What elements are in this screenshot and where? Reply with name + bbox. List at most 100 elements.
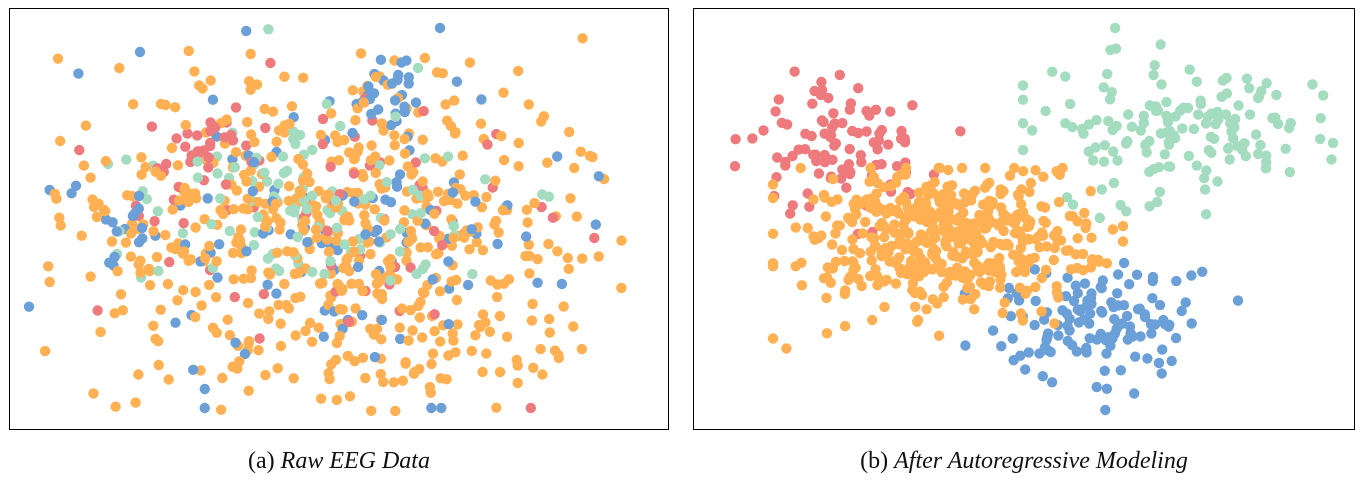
point-blue — [352, 261, 364, 273]
point-orange — [957, 272, 968, 283]
point-green — [1315, 113, 1326, 124]
point-orange — [544, 313, 555, 325]
point-blue — [1106, 297, 1117, 308]
point-orange — [936, 266, 947, 278]
point-blue — [1159, 318, 1171, 330]
point-orange — [179, 182, 190, 194]
point-green — [1040, 105, 1051, 117]
point-orange — [899, 227, 910, 239]
point-green — [1284, 166, 1295, 178]
point-orange — [460, 190, 471, 201]
point-blue — [532, 277, 543, 288]
point-blue — [1030, 295, 1041, 307]
point-orange — [821, 292, 832, 304]
point-orange — [189, 66, 200, 77]
point-orange — [847, 234, 858, 245]
point-orange — [163, 374, 174, 385]
point-orange — [136, 152, 147, 163]
point-orange — [1018, 166, 1029, 177]
point-orange — [942, 181, 953, 192]
point-orange — [441, 374, 452, 385]
point-orange — [130, 397, 141, 408]
point-blue — [403, 78, 414, 89]
point-green — [1191, 160, 1202, 171]
point-green — [1017, 118, 1029, 129]
point-blue — [1003, 282, 1015, 294]
point-orange — [419, 52, 431, 64]
point-blue — [1037, 371, 1048, 382]
point-red — [317, 113, 329, 125]
point-orange — [76, 230, 87, 241]
point-orange — [1012, 189, 1024, 200]
point-orange — [403, 236, 414, 248]
point-orange — [422, 242, 433, 253]
point-green — [1253, 148, 1264, 160]
point-blue — [360, 229, 371, 240]
point-green — [1261, 78, 1272, 89]
point-blue — [1135, 331, 1146, 342]
point-orange — [1017, 315, 1028, 326]
point-orange — [242, 204, 253, 215]
point-orange — [125, 251, 137, 262]
point-orange — [183, 45, 194, 57]
point-blue — [1096, 283, 1107, 294]
point-blue — [1091, 381, 1102, 393]
point-orange — [339, 214, 350, 226]
point-orange — [493, 227, 504, 238]
point-orange — [934, 162, 945, 174]
point-green — [1122, 136, 1133, 147]
point-green — [277, 151, 289, 162]
point-red — [811, 155, 822, 167]
point-red — [348, 168, 360, 179]
point-blue — [199, 402, 210, 414]
point-green — [1094, 212, 1105, 224]
point-orange — [767, 258, 779, 269]
point-orange — [346, 278, 357, 289]
point-orange — [217, 372, 228, 384]
point-red — [841, 182, 852, 193]
point-red — [891, 161, 903, 172]
caption-label: (b) — [860, 448, 889, 474]
point-orange — [1038, 171, 1049, 182]
point-green — [141, 193, 152, 205]
point-blue — [1121, 310, 1133, 322]
point-orange — [288, 247, 299, 258]
point-green — [1047, 66, 1058, 77]
point-orange — [260, 369, 271, 381]
point-blue — [1139, 309, 1150, 320]
point-green — [1216, 91, 1227, 103]
point-orange — [95, 326, 106, 338]
point-orange — [429, 208, 440, 219]
point-orange — [385, 261, 396, 272]
point-green — [1091, 114, 1102, 126]
point-orange — [966, 219, 978, 230]
point-blue — [212, 272, 223, 283]
point-green — [1230, 113, 1241, 125]
point-blue — [1130, 351, 1141, 362]
point-orange — [918, 234, 929, 246]
point-orange — [433, 248, 444, 259]
point-orange — [415, 242, 426, 253]
point-green — [1153, 162, 1165, 173]
point-green — [1138, 110, 1149, 122]
point-red — [955, 126, 966, 137]
point-orange — [344, 391, 356, 402]
point-orange — [452, 319, 463, 330]
point-orange — [417, 176, 428, 187]
point-orange — [358, 97, 369, 108]
point-orange — [529, 197, 540, 209]
point-orange — [293, 153, 304, 165]
point-orange — [576, 343, 588, 355]
point-orange — [347, 236, 359, 247]
point-blue — [1154, 299, 1166, 311]
point-orange — [868, 171, 879, 183]
point-blue — [241, 246, 252, 257]
point-orange — [385, 253, 396, 265]
point-green — [325, 256, 336, 267]
point-red — [258, 288, 270, 300]
point-orange — [1077, 248, 1089, 260]
point-red — [227, 135, 239, 146]
point-orange — [317, 277, 328, 289]
point-orange — [365, 248, 376, 260]
point-orange — [342, 253, 353, 264]
